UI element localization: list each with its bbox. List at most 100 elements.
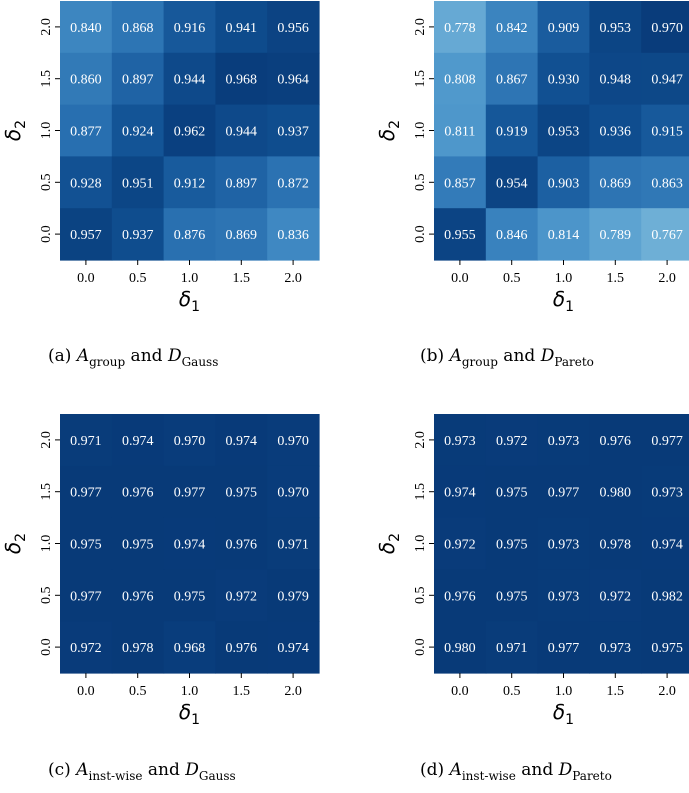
cell-value-label: 0.863 [651, 176, 683, 191]
y-tick-label: 1.5 [39, 483, 54, 501]
heatmap-cell [60, 52, 113, 106]
cell-value-label: 0.930 [548, 73, 580, 88]
cell-value-label: 0.937 [277, 125, 309, 140]
heatmap-cell [485, 569, 539, 622]
cell-value-label: 0.980 [444, 641, 476, 656]
cell-value-label: 0.970 [277, 434, 309, 449]
cell-value-label: 0.975 [226, 486, 258, 501]
cell-value-label: 0.869 [600, 176, 632, 191]
heatmap-cell [111, 465, 165, 519]
cell-value-label: 0.977 [70, 486, 102, 501]
cell-value-label: 0.975 [70, 538, 102, 553]
heatmap-cell [641, 621, 689, 674]
heatmap-cell [267, 104, 320, 157]
cell-value-label: 0.972 [600, 589, 632, 604]
heatmap-cell [641, 104, 689, 157]
heatmap-cell [641, 569, 689, 622]
heatmap-cell [215, 465, 268, 519]
heatmap-cell [537, 414, 590, 467]
y-tick-label: 0.5 [413, 174, 428, 192]
heatmap-cell [485, 208, 539, 261]
x-axis-label: δ1 [179, 287, 200, 315]
cell-value-label: 0.860 [70, 73, 102, 88]
x-tick-label: 1.0 [555, 271, 573, 286]
heatmap-panel-a: 0.840 0.868 0.916 0.941 0.956 0.860 0.897 0.944… [1, 1, 320, 369]
cell-value-label: 0.975 [496, 589, 528, 604]
heatmap-cell [60, 414, 113, 467]
cell-value-label: 0.936 [600, 125, 632, 140]
heatmap-cell [267, 52, 320, 106]
cell-value-label: 0.956 [277, 21, 309, 36]
cell-value-label: 0.857 [444, 176, 476, 191]
x-tick-label: 0.0 [77, 271, 95, 286]
heatmap-cell [537, 156, 590, 209]
heatmap-cell [111, 1, 165, 54]
cell-value-label: 0.976 [122, 589, 154, 604]
heatmap-cell [485, 156, 539, 209]
heatmap-cell [267, 465, 320, 519]
y-tick-label: 1.5 [39, 70, 54, 88]
cell-value-label: 0.971 [277, 538, 309, 553]
heatmap-cell [163, 517, 216, 570]
x-tick-label: 2.0 [658, 684, 676, 699]
heatmap-cell [485, 621, 539, 674]
x-tick-label: 0.5 [503, 271, 521, 286]
heatmap-cell [163, 569, 216, 622]
y-tick-label: 0.5 [39, 174, 54, 192]
heatmap-cell [641, 52, 689, 106]
x-axis-label: δ1 [553, 287, 574, 315]
y-tick-label: 0.0 [413, 225, 428, 243]
heatmap-cell [163, 465, 216, 519]
heatmap-cell [589, 517, 642, 570]
cell-value-label: 0.897 [226, 176, 258, 191]
cell-value-label: 0.944 [226, 125, 258, 140]
cell-value-label: 0.977 [70, 589, 102, 604]
heatmap-cell [537, 517, 590, 570]
cell-value-label: 0.973 [548, 538, 580, 553]
cell-value-label: 0.972 [496, 434, 528, 449]
x-tick-label: 1.5 [607, 684, 625, 699]
cell-value-label: 0.971 [70, 434, 102, 449]
cell-value-label: 0.840 [70, 21, 102, 36]
heatmap-cell [641, 208, 689, 261]
x-tick-label: 1.5 [233, 271, 251, 286]
y-axis-label: δ2 [1, 533, 29, 554]
cell-value-label: 0.977 [548, 486, 580, 501]
heatmap-cell [589, 208, 642, 261]
heatmap-cell [111, 517, 165, 570]
heatmap-cell [215, 104, 268, 157]
x-tick-label: 2.0 [284, 684, 302, 699]
x-tick-label: 1.0 [555, 684, 573, 699]
heatmap-cell [589, 621, 642, 674]
heatmap-cell [267, 208, 320, 261]
heatmap-panel-b: 0.778 0.842 0.909 0.953 0.970 0.808 0.867 0.930… [375, 1, 689, 369]
heatmap-cell [111, 104, 165, 157]
cell-value-label: 0.944 [174, 73, 206, 88]
cell-value-label: 0.973 [548, 434, 580, 449]
y-tick-label: 1.0 [39, 535, 54, 553]
y-tick-label: 2.0 [39, 431, 54, 449]
cell-value-label: 0.970 [651, 21, 683, 36]
y-tick-label: 0.0 [39, 225, 54, 243]
cell-value-label: 0.937 [122, 228, 154, 243]
cell-value-label: 0.954 [496, 176, 528, 191]
heatmap-cell [60, 104, 113, 157]
heatmap-cell [163, 1, 216, 54]
heatmap-cell [641, 414, 689, 467]
cell-value-label: 0.877 [70, 125, 102, 140]
cell-value-label: 0.909 [548, 21, 580, 36]
x-tick-label: 2.0 [658, 271, 676, 286]
heatmap-cell [434, 156, 487, 209]
heatmap-cell [60, 621, 113, 674]
y-tick-label: 2.0 [39, 18, 54, 36]
cell-value-label: 0.973 [444, 434, 476, 449]
heatmap-cell [589, 104, 642, 157]
cell-value-label: 0.976 [600, 434, 632, 449]
x-axis-label: δ1 [179, 700, 200, 728]
cell-value-label: 0.976 [444, 589, 476, 604]
heatmap-cell [60, 517, 113, 570]
cell-value-label: 0.976 [226, 641, 258, 656]
y-tick-label: 1.0 [39, 122, 54, 140]
cell-value-label: 0.842 [496, 21, 528, 36]
